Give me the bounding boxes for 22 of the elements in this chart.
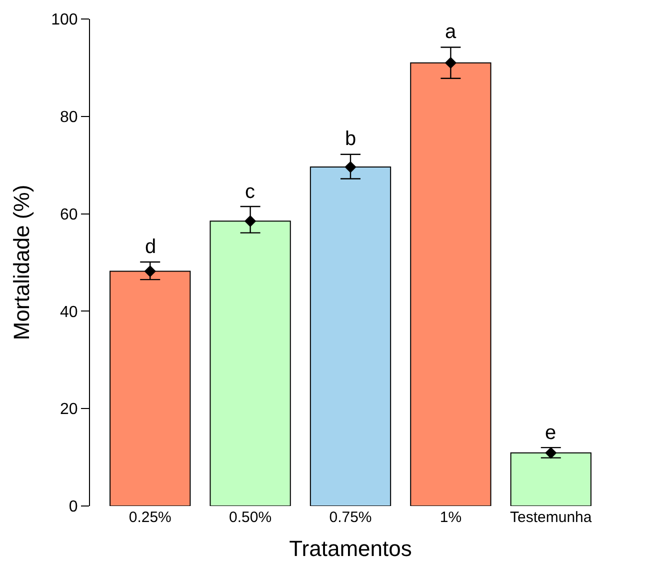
annotation: c xyxy=(245,181,255,203)
y-tick-label: 60 xyxy=(60,206,78,224)
x-tick-label: 1% xyxy=(440,509,462,526)
x-tick-label: Testemunha xyxy=(510,509,592,526)
y-tick-label: 0 xyxy=(68,498,78,516)
point xyxy=(545,447,557,459)
y-axis-title: Mortalidade (%) xyxy=(8,184,34,340)
x-tick-label: 0.25% xyxy=(128,509,172,526)
annotation: d xyxy=(145,236,156,258)
annotation: a xyxy=(445,21,457,43)
point xyxy=(444,56,457,69)
x-tick-label: 0.75% xyxy=(329,509,372,526)
y-tick-label: 100 xyxy=(51,12,78,29)
annotation: e xyxy=(545,422,556,444)
point xyxy=(344,161,356,173)
y-tick-label: 80 xyxy=(60,109,78,126)
point xyxy=(244,215,256,227)
x-tick-label: 0.50% xyxy=(229,509,272,526)
y-tick-label: 20 xyxy=(60,401,78,418)
x-axis-title: Tratamentos xyxy=(289,536,412,561)
y-tick-label: 40 xyxy=(60,304,78,321)
annotation: b xyxy=(345,128,356,150)
